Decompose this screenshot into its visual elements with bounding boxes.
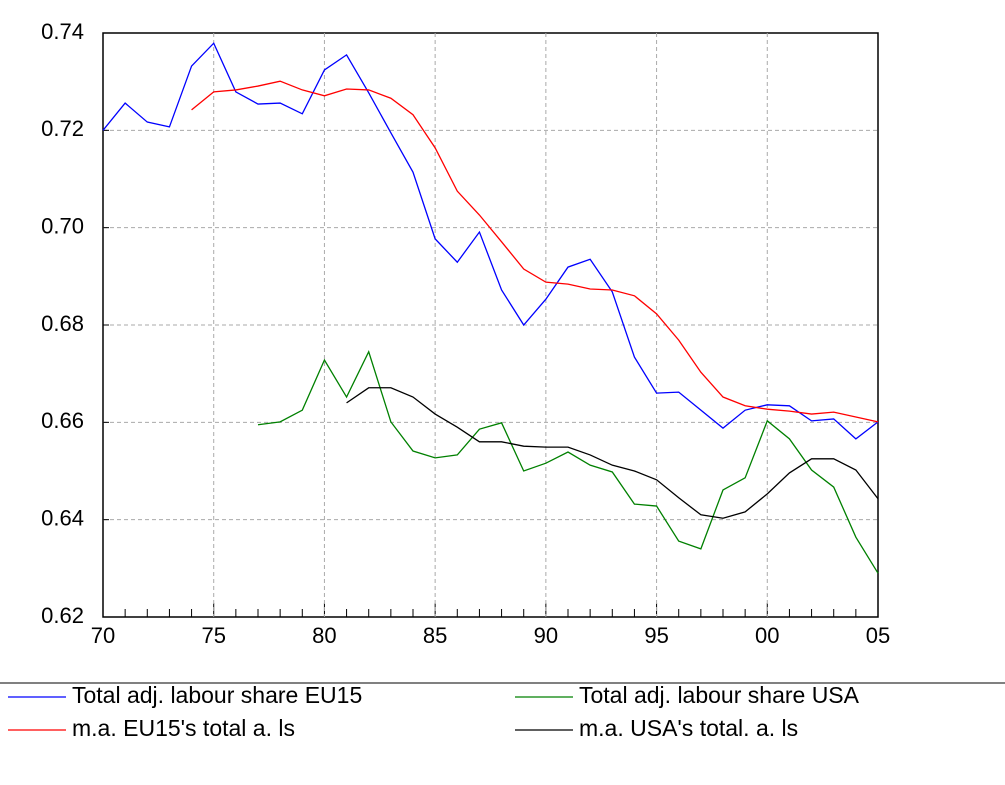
x-tick-label: 95 xyxy=(644,623,668,648)
x-tick-label: 05 xyxy=(866,623,890,648)
y-tick-label: 0.68 xyxy=(41,311,84,336)
y-tick-label: 0.74 xyxy=(41,19,84,44)
y-tick-label: 0.62 xyxy=(41,603,84,628)
x-tick-label: 85 xyxy=(423,623,447,648)
x-tick-label: 70 xyxy=(91,623,115,648)
series-line xyxy=(257,350,879,574)
series-line xyxy=(102,42,879,440)
x-tick-label: 80 xyxy=(312,623,336,648)
y-tick-label: 0.72 xyxy=(41,116,84,141)
x-tick-label: 00 xyxy=(755,623,779,648)
series-line xyxy=(346,387,879,519)
legend-label: m.a. USA's total. a. ls xyxy=(579,715,798,741)
series-line xyxy=(191,80,879,423)
legend-label: Total adj. labour share USA xyxy=(579,682,860,708)
y-tick-label: 0.66 xyxy=(41,408,84,433)
y-tick-label: 0.70 xyxy=(41,213,84,238)
x-tick-label: 90 xyxy=(534,623,558,648)
x-tick-label: 75 xyxy=(201,623,225,648)
legend-label: Total adj. labour share EU15 xyxy=(72,682,362,708)
y-tick-label: 0.64 xyxy=(41,505,84,530)
legend-label: m.a. EU15's total a. ls xyxy=(72,715,295,741)
